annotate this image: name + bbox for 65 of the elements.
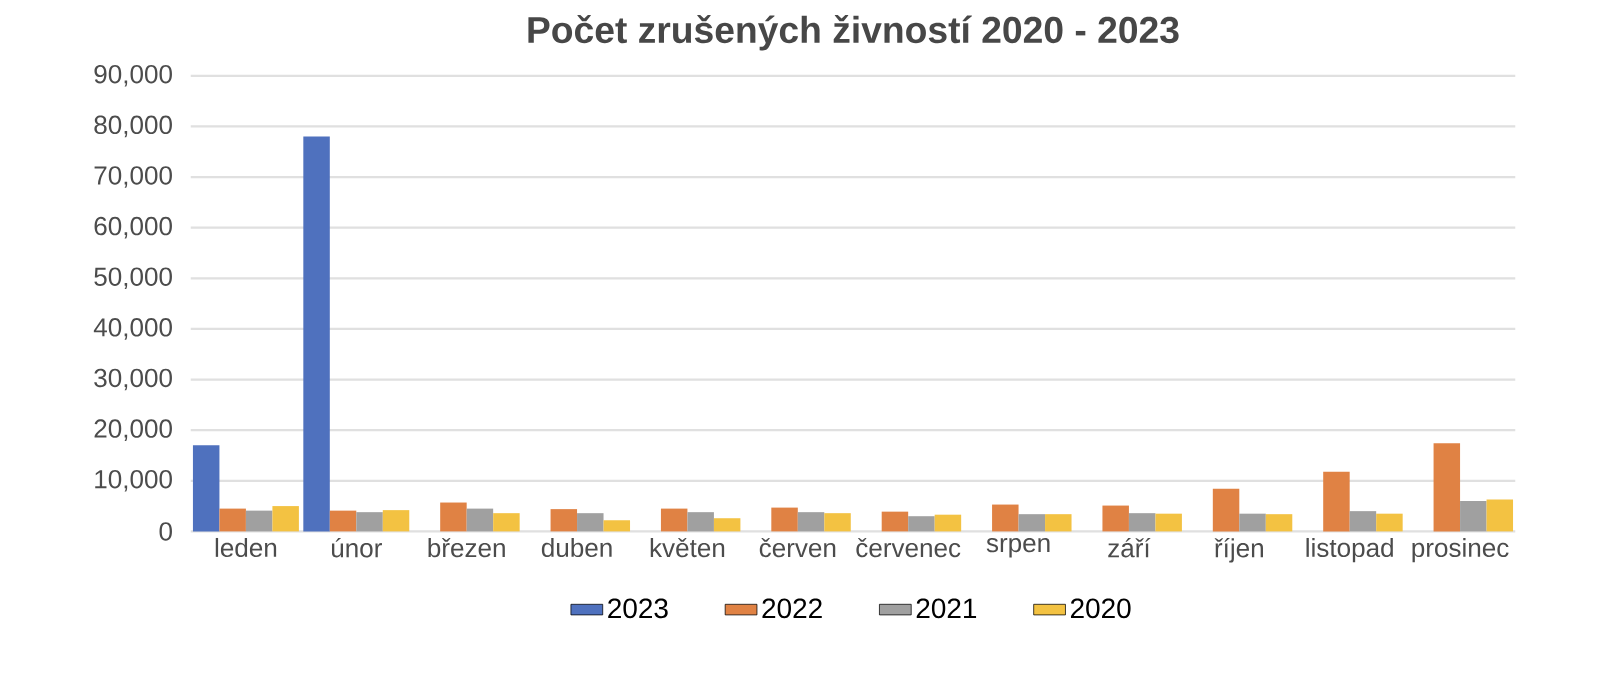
bar bbox=[466, 508, 494, 532]
legend-label: 2020 bbox=[1070, 598, 1131, 619]
bar bbox=[1376, 513, 1403, 532]
bar bbox=[245, 510, 273, 532]
bar bbox=[356, 512, 383, 532]
bar bbox=[687, 512, 714, 532]
y-tick-label: 60,000 bbox=[94, 216, 172, 239]
bar bbox=[1239, 513, 1266, 532]
x-tick-label: květen bbox=[650, 537, 725, 558]
legend-label: 2022 bbox=[762, 598, 822, 619]
y-tick-label: 40,000 bbox=[93, 318, 172, 340]
bar bbox=[1265, 514, 1293, 532]
bar bbox=[303, 136, 330, 532]
bar bbox=[881, 511, 909, 532]
bar bbox=[1349, 511, 1377, 532]
x-tick-label: listopad bbox=[1306, 537, 1393, 563]
bar bbox=[660, 508, 688, 532]
y-tick-label: 20,000 bbox=[94, 419, 172, 441]
y-tick-label: 80,000 bbox=[94, 115, 172, 138]
chart-title: Počet zrušených živností 2020 - 2023 bbox=[528, 15, 1179, 51]
bar bbox=[1460, 501, 1487, 532]
bar bbox=[771, 507, 798, 532]
bar bbox=[1212, 488, 1240, 532]
bar bbox=[219, 508, 246, 532]
bar bbox=[1045, 514, 1072, 532]
x-tick-label: září bbox=[1108, 537, 1151, 558]
bar bbox=[1155, 513, 1182, 532]
x-tick-label: únor bbox=[331, 537, 382, 558]
y-tick-label: 70,000 bbox=[94, 166, 172, 188]
x-tick-label: duben bbox=[541, 537, 612, 558]
bar bbox=[1486, 499, 1514, 532]
bar bbox=[713, 518, 741, 532]
x-tick-label: březen bbox=[428, 537, 505, 558]
bar bbox=[272, 506, 299, 532]
x-tick-label: říjen bbox=[1214, 537, 1263, 563]
bar bbox=[440, 502, 467, 532]
y-tick-label: 50,000 bbox=[94, 267, 172, 290]
x-tick-label: leden bbox=[215, 537, 277, 558]
bar bbox=[797, 512, 825, 532]
x-tick-label: červen bbox=[759, 537, 836, 558]
x-tick-label: srpen bbox=[986, 537, 1050, 558]
y-tick-label: 90,000 bbox=[94, 64, 172, 87]
bar bbox=[192, 445, 220, 532]
bar bbox=[934, 514, 962, 532]
legend-label: 2023 bbox=[608, 598, 668, 619]
x-tick-label: červenec bbox=[856, 537, 961, 558]
bar bbox=[493, 513, 520, 532]
bar bbox=[329, 510, 357, 532]
legend-label: 2021 bbox=[916, 598, 977, 619]
y-tick-label: 0 bbox=[159, 522, 172, 541]
bar bbox=[1102, 505, 1129, 532]
bar bbox=[603, 520, 631, 532]
bar bbox=[550, 509, 578, 532]
x-tick-label: prosinec bbox=[1412, 537, 1509, 563]
bar bbox=[824, 513, 851, 532]
y-tick-label: 10,000 bbox=[95, 469, 172, 492]
bar bbox=[992, 504, 1019, 532]
bar bbox=[382, 510, 410, 532]
bar bbox=[908, 516, 935, 532]
y-tick-label: 30,000 bbox=[94, 368, 172, 391]
bar bbox=[1018, 514, 1046, 532]
bar bbox=[577, 513, 604, 532]
bar bbox=[1323, 471, 1350, 532]
bar bbox=[1433, 443, 1461, 532]
bar bbox=[1128, 513, 1156, 532]
